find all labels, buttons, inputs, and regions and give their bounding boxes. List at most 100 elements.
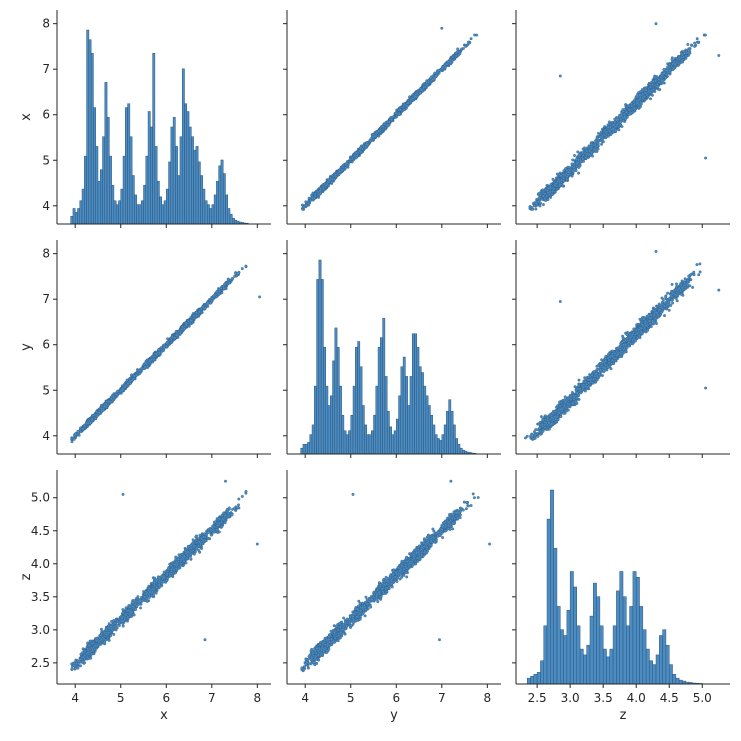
hist-bar-x-52 bbox=[188, 126, 192, 225]
scatter-point-x-y bbox=[405, 104, 409, 108]
y-tick-label: 4 bbox=[42, 199, 50, 213]
scatter-point-x-y bbox=[427, 80, 431, 84]
scatter-point-x-y bbox=[433, 71, 437, 75]
hist-bar-x-41 bbox=[163, 200, 167, 225]
hist-bar-x-47 bbox=[177, 175, 181, 225]
hist-bar-x-2 bbox=[74, 212, 78, 225]
scatter-point-x-y bbox=[443, 66, 447, 69]
scatter-point-x-y bbox=[460, 47, 463, 51]
hist-bar-x-16 bbox=[106, 117, 110, 225]
hist-bar-x-19 bbox=[113, 200, 117, 225]
hist-bar-x-17 bbox=[109, 155, 112, 225]
hist-bar-x-59 bbox=[204, 200, 208, 225]
y-tick-label: 5 bbox=[42, 153, 50, 167]
scatter-point-x-y bbox=[464, 44, 468, 48]
scatter-point-x-y bbox=[321, 187, 325, 190]
scatter-point-x-y bbox=[364, 145, 368, 149]
scatter-point-x-y bbox=[334, 173, 338, 177]
scatter-point-x-y bbox=[456, 47, 460, 51]
hist-bar-x-55 bbox=[195, 146, 199, 225]
hist-bar-x-43 bbox=[168, 161, 172, 225]
scatter-point-x-z bbox=[686, 43, 690, 46]
y-tick-label: 8 bbox=[42, 17, 50, 31]
hist-bar-x-57 bbox=[200, 175, 203, 225]
hist-bar-x-21 bbox=[118, 200, 122, 225]
scatter-point-x-y bbox=[304, 200, 308, 204]
scatter-point-x-y bbox=[454, 54, 458, 58]
hist-bar-x-58 bbox=[202, 188, 206, 225]
scatter-point-x-z bbox=[534, 207, 538, 211]
hist-bar-x-18 bbox=[111, 184, 115, 225]
y-tick-label: 7 bbox=[42, 62, 50, 76]
hist-bar-x-33 bbox=[145, 155, 149, 225]
hist-bar-x-45 bbox=[172, 117, 176, 225]
hist-bar-x-26 bbox=[129, 136, 133, 225]
hist-bar-x-56 bbox=[197, 161, 201, 225]
hist-bar-x-5 bbox=[81, 188, 85, 225]
hist-bar-x-36 bbox=[152, 53, 156, 225]
panel-x-vs-y bbox=[283, 10, 501, 228]
scatter-point-x-z bbox=[594, 139, 597, 143]
hist-bar-x-65 bbox=[218, 165, 222, 225]
scatter-point-x-z bbox=[541, 203, 545, 207]
scatter-point-x-z bbox=[593, 147, 597, 151]
scatter-point-x-y bbox=[418, 91, 422, 95]
hist-bar-x-15 bbox=[104, 82, 108, 225]
scatter-point-x-y bbox=[381, 125, 385, 129]
hist-bar-x-42 bbox=[166, 188, 169, 225]
scatter-point-x-y bbox=[402, 108, 406, 111]
scatter-point-x-y bbox=[345, 161, 349, 165]
scatter-point-x-y bbox=[451, 55, 455, 59]
scatter-point-x-z bbox=[703, 33, 707, 37]
scatter-point-x-y bbox=[302, 205, 306, 209]
hist-bar-x-72 bbox=[234, 219, 238, 225]
scatter-point-x-z bbox=[688, 47, 692, 51]
hist-bar-x-39 bbox=[159, 196, 162, 225]
scatter-point-x-y bbox=[373, 134, 377, 138]
scatter-point-x-y bbox=[440, 26, 444, 30]
hist-bar-x-62 bbox=[211, 204, 215, 225]
scatter-point-x-z bbox=[572, 163, 576, 167]
hist-bar-x-54 bbox=[193, 150, 197, 225]
hist-bar-x-23 bbox=[122, 155, 126, 225]
hist-bar-x-61 bbox=[209, 208, 213, 225]
scatter-point-x-z bbox=[617, 128, 621, 132]
scatter-point-x-y bbox=[386, 120, 390, 124]
scatter-point-x-y bbox=[340, 168, 344, 172]
hist-bar-x-51 bbox=[186, 111, 190, 225]
scatter-point-x-y bbox=[449, 60, 452, 64]
scatter-point-x-z bbox=[650, 93, 654, 97]
hist-bar-x-27 bbox=[131, 175, 135, 225]
scatter-point-x-y bbox=[344, 166, 347, 170]
scatter-point-x-z bbox=[551, 177, 555, 181]
scatter-point-x-z bbox=[616, 118, 620, 122]
scatter-point-x-y bbox=[411, 97, 415, 100]
scatter-point-x-z bbox=[660, 79, 664, 83]
scatter-point-x-y bbox=[386, 123, 390, 127]
scatter-point-x-z bbox=[576, 150, 580, 154]
hist-bar-x-50 bbox=[184, 103, 188, 225]
hist-bar-x-71 bbox=[232, 217, 235, 225]
scatter-point-x-y bbox=[312, 196, 316, 200]
scatter-point-x-y bbox=[457, 53, 461, 57]
scatter-point-x-z bbox=[695, 37, 699, 41]
hist-bar-x-22 bbox=[120, 188, 124, 225]
hist-bar-x-7 bbox=[86, 29, 90, 225]
hist-bar-x-70 bbox=[229, 214, 233, 225]
hist-bar-x-64 bbox=[216, 181, 219, 225]
hist-bar-x-4 bbox=[79, 200, 83, 225]
hist-bar-x-32 bbox=[143, 184, 147, 225]
scatter-point-x-z bbox=[595, 137, 599, 141]
scatter-point-x-z bbox=[662, 67, 666, 71]
hist-bar-x-67 bbox=[222, 173, 226, 225]
scatter-point-x-y bbox=[369, 137, 373, 141]
scatter-point-x-y bbox=[377, 129, 381, 133]
hist-bar-x-34 bbox=[147, 111, 151, 225]
scatter-point-x-y bbox=[337, 170, 341, 174]
scatter-point-x-z bbox=[624, 117, 627, 121]
hist-bar-x-63 bbox=[213, 194, 217, 225]
hist-bar-x-24 bbox=[125, 107, 128, 225]
scatter-point-x-z bbox=[578, 164, 582, 168]
hist-bar-x-53 bbox=[191, 136, 194, 225]
